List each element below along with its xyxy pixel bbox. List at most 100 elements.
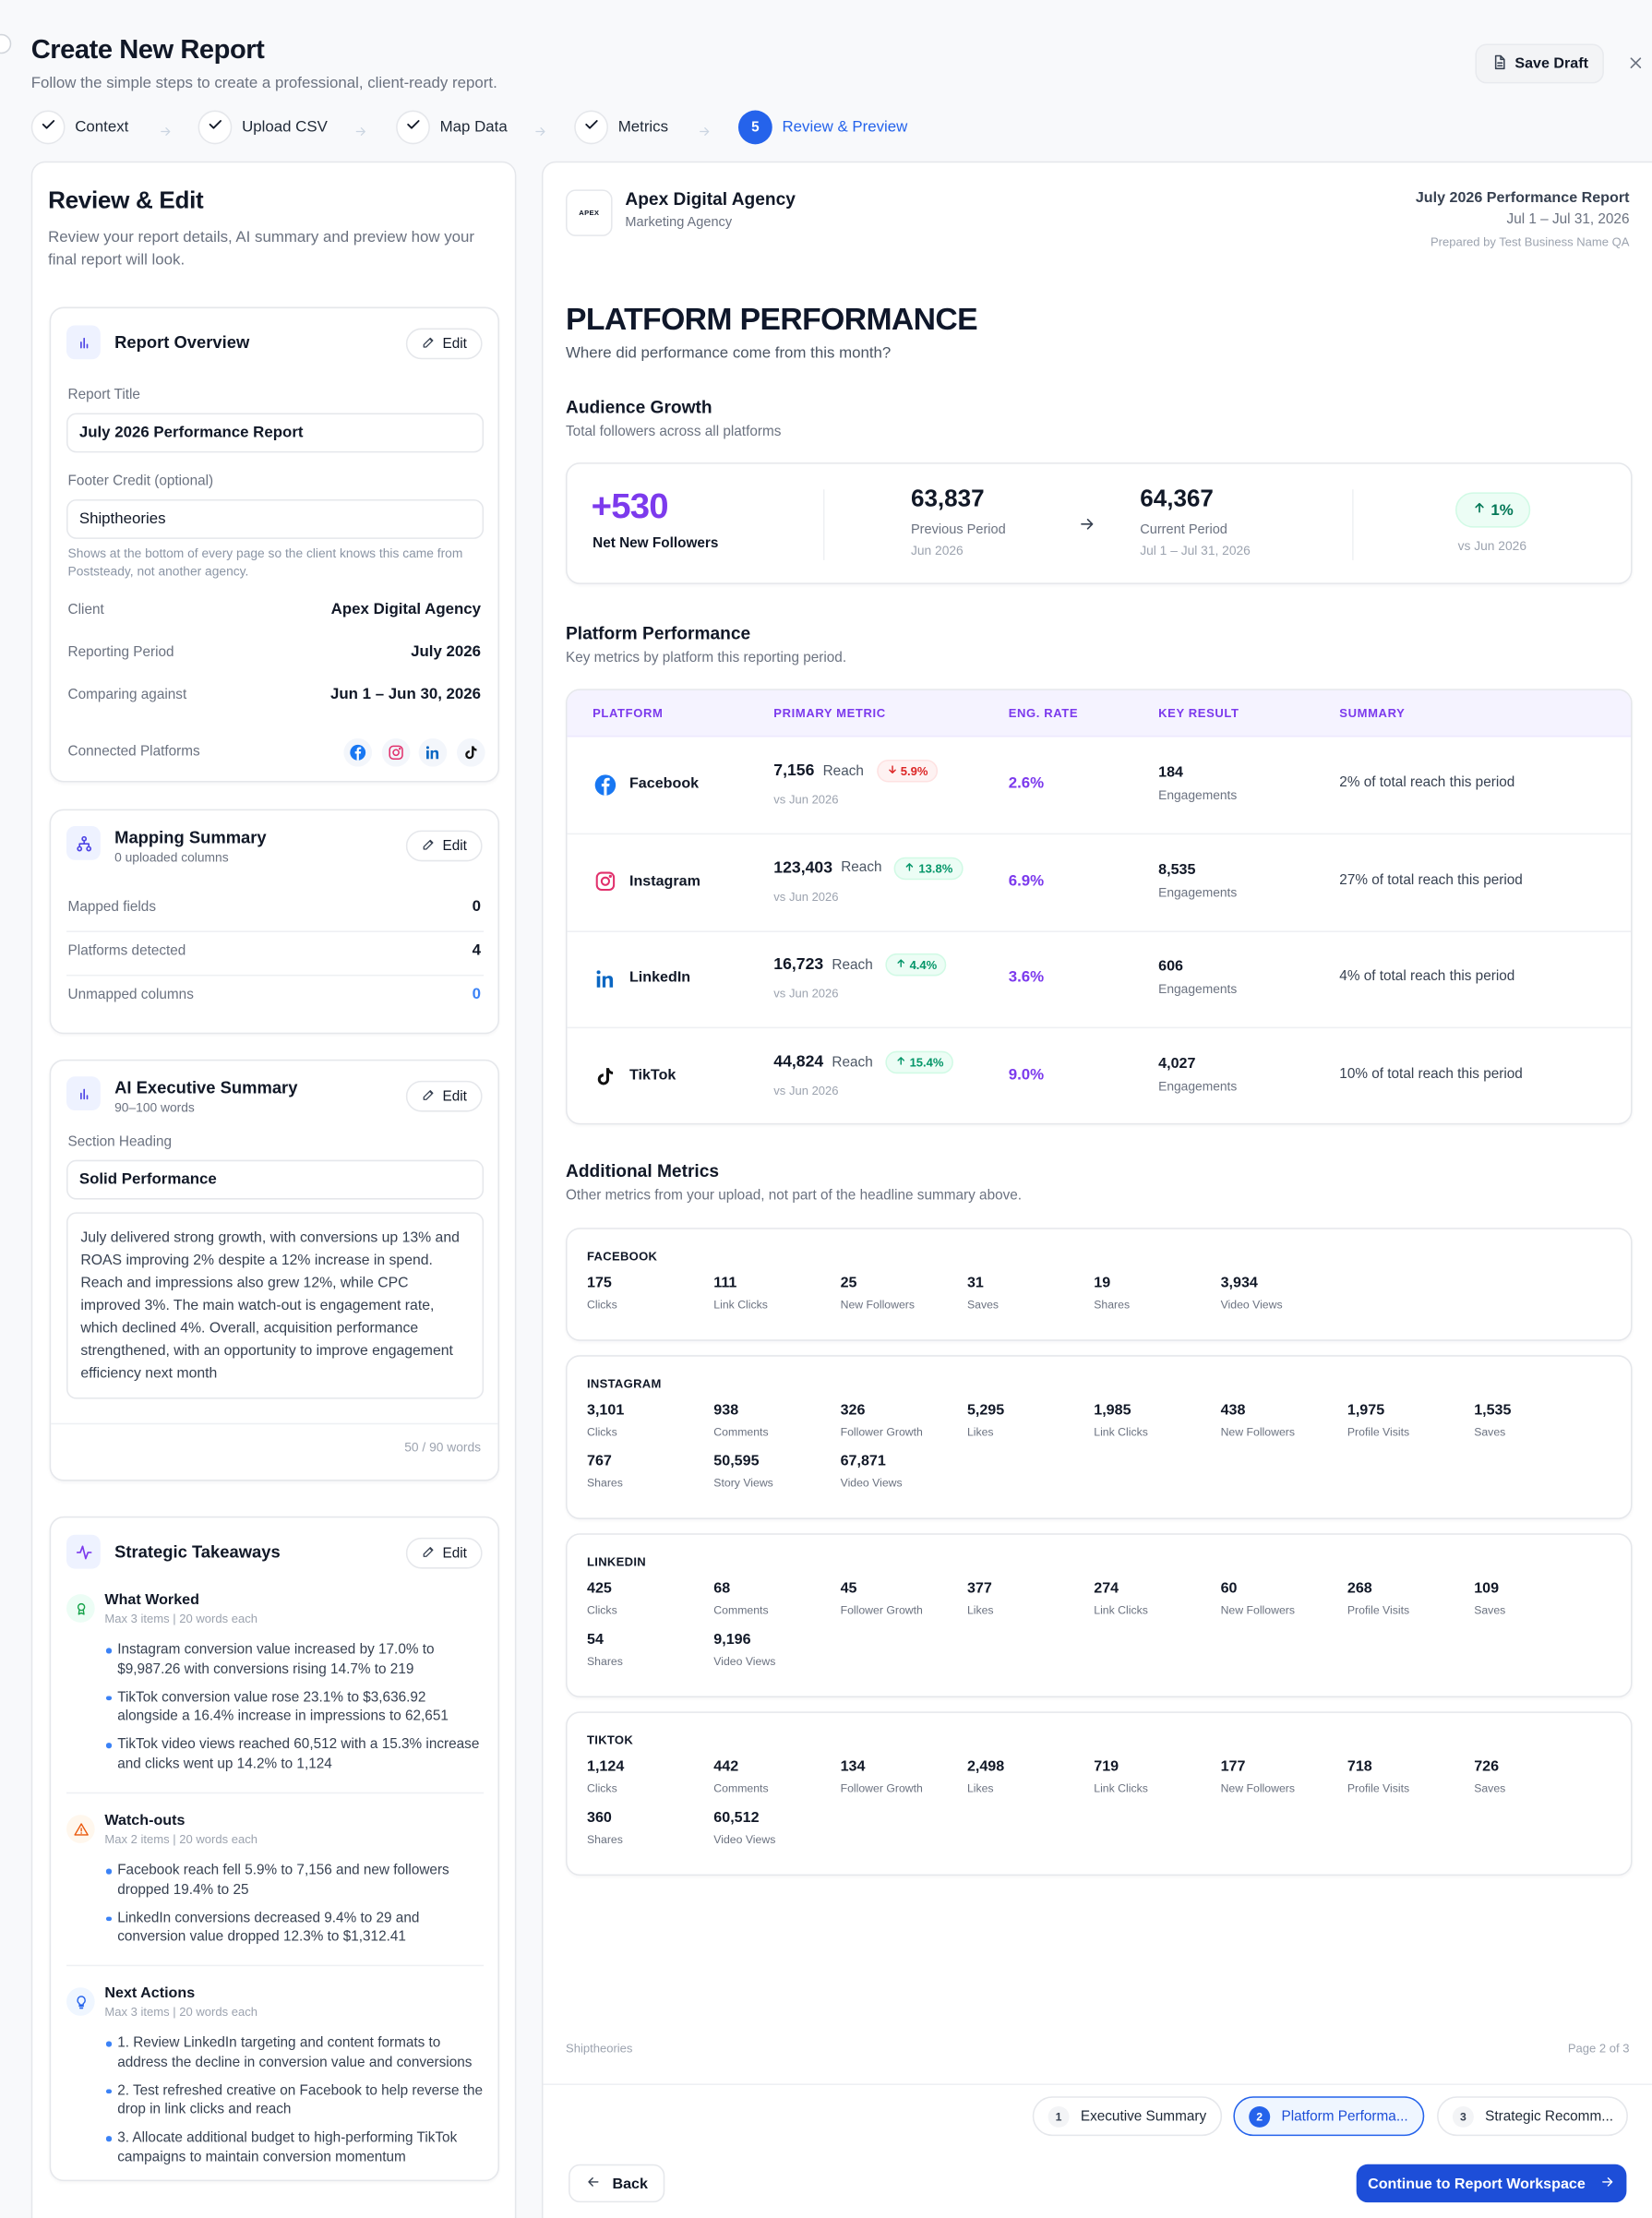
icon-part xyxy=(76,1544,91,1559)
change-label: vs Jun 2026 xyxy=(1457,538,1527,554)
platform-icon xyxy=(457,737,485,767)
step-done[interactable] xyxy=(198,110,233,145)
report-title-input[interactable]: July 2026 Performance Report xyxy=(66,413,485,453)
engagement-rate: 3.6% xyxy=(1008,969,1045,987)
metric-label: Likes xyxy=(966,1603,994,1617)
step-label[interactable]: Metrics xyxy=(617,118,669,137)
brand-type: Marketing Agency xyxy=(625,214,733,231)
back-button[interactable]: Back xyxy=(569,2164,665,2203)
metric-label: Reach xyxy=(841,860,882,876)
primary-metric: 44,824 Reach 15.4% xyxy=(773,1050,954,1074)
page-tab[interactable]: 3 Strategic Recomm... xyxy=(1437,2096,1628,2137)
icon-part xyxy=(700,127,710,136)
doc-icon xyxy=(1490,53,1507,74)
metric-label: Saves xyxy=(1474,1425,1506,1439)
row-value: Apex Digital Agency xyxy=(330,601,482,618)
row-label: Connected Platforms xyxy=(67,744,200,760)
metric-value: 442 xyxy=(713,1757,739,1776)
tab-number: 2 xyxy=(1249,2105,1271,2128)
change-badge: 4.4% xyxy=(885,953,947,977)
icon xyxy=(423,1089,434,1100)
metric-label: Profile Visits xyxy=(1347,1425,1410,1439)
step-done[interactable] xyxy=(396,110,430,145)
mapping-summary-subtitle: 0 uploaded columns xyxy=(114,850,229,865)
up-icon xyxy=(895,1055,906,1069)
icon xyxy=(389,745,403,760)
takeaway-item: TikTok conversion value rose 23.1% to $3… xyxy=(104,1688,484,1726)
step-done[interactable] xyxy=(574,110,608,145)
metric-group-name: TIKTOK xyxy=(587,1732,634,1747)
icon-part xyxy=(607,875,612,879)
icon-part xyxy=(407,120,420,129)
takeaway-icon xyxy=(66,1815,95,1843)
icon-part xyxy=(600,876,610,887)
check-icon xyxy=(404,114,421,140)
page-tab[interactable]: 2 Platform Performa... xyxy=(1233,2096,1425,2137)
previous-period: Jun 2026 xyxy=(910,543,964,557)
icon xyxy=(79,337,88,348)
step-label[interactable]: Map Data xyxy=(439,118,508,137)
icon xyxy=(42,120,55,129)
edit-button[interactable]: Edit xyxy=(405,328,483,360)
metric-value: 67,871 xyxy=(840,1452,886,1470)
metric-value: 60 xyxy=(1220,1579,1238,1598)
change-badge: 5.9% xyxy=(876,759,939,783)
row-label: Unmapped columns xyxy=(67,987,194,1003)
compare-label: vs Jun 2026 xyxy=(773,1084,839,1098)
section-heading-input[interactable]: Solid Performance xyxy=(66,1159,485,1200)
current-value: 64,367 xyxy=(1140,485,1214,512)
icon-part xyxy=(161,127,171,136)
metric-label: Comments xyxy=(713,1781,769,1795)
edit-button[interactable]: Edit xyxy=(405,1080,483,1112)
edit-button[interactable]: Edit xyxy=(405,1537,483,1569)
icon xyxy=(423,336,434,347)
metric-label: Likes xyxy=(966,1781,994,1795)
subsection-title: Additional Metrics xyxy=(566,1161,720,1181)
card-separator xyxy=(51,1422,498,1425)
close-button[interactable] xyxy=(1622,50,1648,76)
subsection-title: Platform Performance xyxy=(566,623,751,644)
step-label[interactable]: Review & Preview xyxy=(782,118,908,137)
net-label: Net New Followers xyxy=(593,535,719,552)
pencil-icon xyxy=(422,1087,436,1106)
metric-value: 2,498 xyxy=(966,1757,1005,1776)
metric-label: Likes xyxy=(966,1425,994,1439)
icon xyxy=(423,1546,434,1557)
net-new-followers: +530 xyxy=(591,486,669,527)
edit-button[interactable]: Edit xyxy=(405,830,483,862)
primary-metric: 7,156 Reach 5.9% xyxy=(773,759,939,783)
page-tab[interactable]: 1 Executive Summary xyxy=(1032,2096,1223,2137)
metric-value: 1,975 xyxy=(1347,1401,1385,1420)
summary-textarea[interactable]: July delivered strong growth, with conve… xyxy=(66,1212,485,1399)
step-current[interactable]: 5 xyxy=(737,110,772,145)
step-label[interactable]: Context xyxy=(75,118,129,137)
metric-value: 1,985 xyxy=(1094,1401,1131,1420)
key-result-label: Engagements xyxy=(1158,787,1238,802)
group-separator xyxy=(66,1792,485,1794)
subsection-subtitle: Total followers across all platforms xyxy=(566,424,782,440)
icon-part xyxy=(425,746,439,760)
report-preview-panel: APEX Apex Digital Agency Marketing Agency J… xyxy=(541,161,1652,2218)
takeaway-item: 3. Allocate additional budget to high-pe… xyxy=(104,2128,484,2166)
metric-group-name: FACEBOOK xyxy=(587,1249,658,1264)
icon xyxy=(700,127,710,136)
takeaway-group-meta: Max 3 items | 20 words each xyxy=(104,2004,257,2019)
icon-part xyxy=(73,1822,89,1835)
icon-part xyxy=(355,127,365,136)
takeaway-icon xyxy=(66,1594,95,1623)
takeaway-item: TikTok video views reached 60,512 with a… xyxy=(104,1735,484,1773)
icon xyxy=(588,2176,599,2187)
key-result: 184 xyxy=(1158,763,1184,781)
save-draft-button[interactable]: Save Draft xyxy=(1475,43,1604,84)
footer-credit-input[interactable]: Shiptheories xyxy=(66,498,485,539)
continue-button[interactable]: Continue to Report Workspace xyxy=(1356,2164,1627,2203)
icon xyxy=(1475,502,1484,513)
icon-part xyxy=(594,871,615,892)
metric-value: 68 xyxy=(713,1579,731,1598)
pencil-icon xyxy=(422,334,436,353)
metric-label: New Followers xyxy=(1220,1781,1295,1795)
report-overview-title: Report Overview xyxy=(114,332,250,353)
step-done[interactable] xyxy=(30,110,66,145)
key-result: 8,535 xyxy=(1158,860,1196,879)
step-label[interactable]: Upload CSV xyxy=(242,118,328,137)
